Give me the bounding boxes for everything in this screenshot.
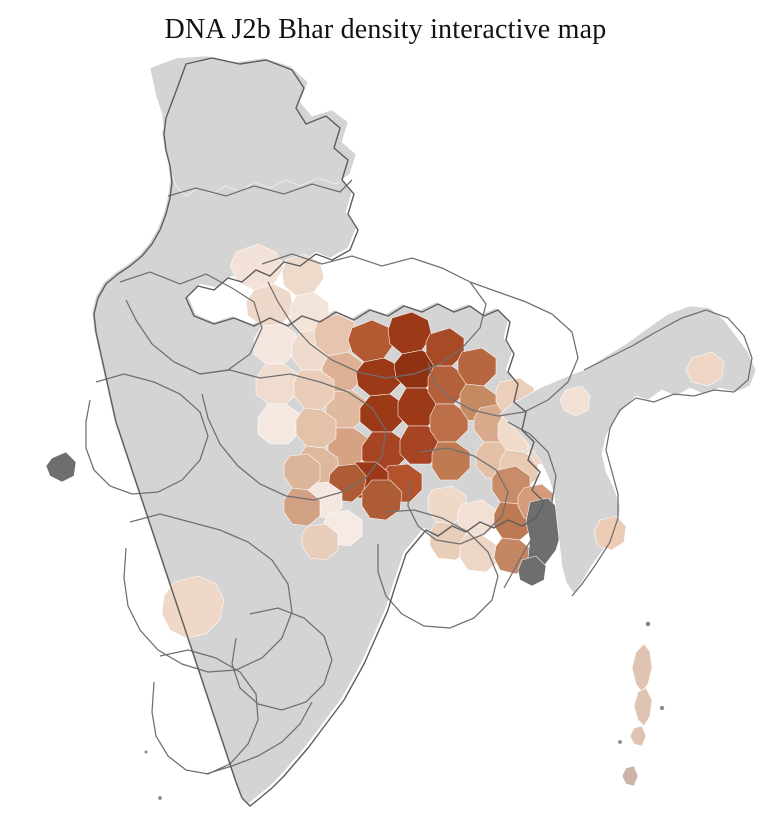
island-lakshadweep-1[interactable] <box>158 796 162 800</box>
district-wup-6[interactable] <box>282 254 324 296</box>
hotspot-core-districts <box>328 312 498 520</box>
district-wup-5[interactable] <box>258 404 300 444</box>
island-lakshadweep-2[interactable] <box>144 750 148 754</box>
state-border-north <box>168 180 352 196</box>
island-middle-andaman[interactable] <box>634 688 652 726</box>
jharkhand-mp-districts <box>284 454 498 572</box>
state-border-rajasthan <box>120 272 262 374</box>
district-wup-4[interactable] <box>256 364 298 404</box>
island-north-andaman[interactable] <box>632 644 652 692</box>
district-gj-nodata[interactable] <box>46 452 76 482</box>
district-ne-sikkim[interactable] <box>560 386 590 416</box>
island-south-andaman[interactable] <box>630 726 646 746</box>
state-border-tn-kerala <box>206 702 312 774</box>
district-mp-5[interactable] <box>302 524 338 560</box>
district-core-3[interactable] <box>360 394 404 432</box>
northeast-region <box>500 306 756 594</box>
district-wb-nodata-2[interactable] <box>518 556 546 586</box>
central-uttar-pradesh-districts <box>294 314 368 486</box>
state-boundaries <box>86 180 752 774</box>
island-little-andaman[interactable] <box>622 766 638 786</box>
page-title: DNA J2b Bhar density interactive map <box>164 14 607 45</box>
district-ne-arunachal[interactable] <box>686 352 724 386</box>
state-border-bihar <box>428 282 578 416</box>
state-border-wb <box>504 422 556 588</box>
district-jh-4[interactable] <box>460 534 498 572</box>
district-wup-3[interactable] <box>254 324 296 364</box>
island-speck-3[interactable] <box>618 740 622 744</box>
india-outline <box>94 58 544 806</box>
national-boundary <box>94 58 544 806</box>
state-border-maharashtra <box>124 514 292 672</box>
maharashtra-districts <box>162 576 224 638</box>
state-border-mp <box>200 370 386 500</box>
andaman-nicobar-islands <box>618 621 665 816</box>
district-mh-1[interactable] <box>162 576 224 638</box>
island-speck-1[interactable] <box>645 621 650 626</box>
state-border-jharkhand <box>408 448 508 544</box>
india-choropleth-map[interactable] <box>0 52 771 816</box>
state-border-telangana <box>232 608 332 710</box>
state-border-ne <box>572 310 752 596</box>
gujarat-special <box>46 452 76 482</box>
island-speck-2[interactable] <box>660 706 665 711</box>
state-border-gujarat <box>86 374 208 494</box>
lakshadweep-islands <box>144 750 162 800</box>
state-border-karnataka <box>152 650 258 774</box>
state-border-odisha <box>378 510 498 628</box>
district-core-18[interactable] <box>362 480 402 520</box>
state-border-up <box>262 254 486 378</box>
district-wup-2[interactable] <box>246 284 294 326</box>
map-svg[interactable] <box>0 52 771 816</box>
